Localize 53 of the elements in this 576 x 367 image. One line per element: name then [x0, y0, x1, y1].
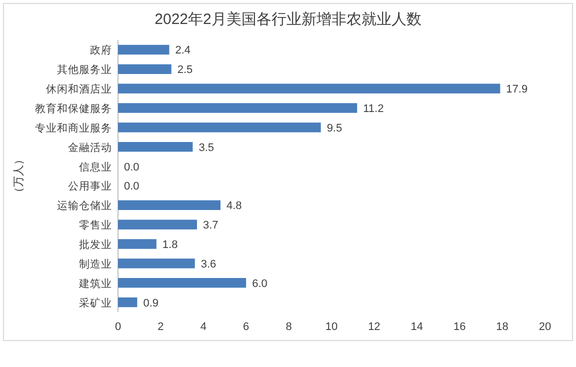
bar	[118, 200, 220, 210]
x-tick-label: 14	[410, 321, 424, 333]
data-label: 0.0	[124, 161, 140, 174]
bar	[118, 103, 358, 113]
bar	[118, 278, 246, 288]
bar	[118, 84, 500, 94]
data-label: 11.2	[363, 103, 384, 115]
x-tick-label: 12	[368, 321, 380, 333]
y-axis-title: （万人）	[13, 154, 25, 198]
bar	[118, 142, 193, 152]
y-tick-label: 金融活动	[68, 142, 112, 154]
chart-title: 2022年2月美国各行业新增非农就业人数	[154, 11, 422, 28]
y-tick-label: 零售业	[79, 218, 112, 232]
x-tick-label: 18	[496, 321, 508, 333]
bar	[118, 220, 197, 230]
data-label: 17.9	[506, 84, 528, 96]
data-label: 3.5	[198, 142, 214, 154]
data-label: 4.8	[226, 200, 242, 212]
x-tick-label: 6	[243, 321, 250, 333]
y-tick-label: 采矿业	[79, 296, 112, 310]
y-tick-label: 政府	[90, 44, 112, 57]
y-tick-label: 专业和商业服务	[35, 121, 112, 134]
data-label: 2.5	[177, 64, 193, 76]
data-label: 1.8	[162, 239, 178, 251]
y-tick-label: 运输仓储业	[57, 199, 112, 212]
data-label: 6.0	[252, 278, 268, 290]
x-tick-label: 8	[286, 321, 292, 333]
y-tick-label: 公用事业	[68, 180, 112, 193]
y-tick-label: 休闲和酒店业	[46, 82, 112, 96]
x-tick-label: 0	[114, 321, 122, 333]
x-tick-label: 2	[158, 321, 164, 333]
y-tick-label: 信息业	[79, 160, 112, 174]
y-tick-label: 其他服务业	[57, 63, 112, 76]
bar	[118, 44, 170, 55]
y-tick-label: 批发业	[79, 238, 112, 251]
x-tick-label: 10	[325, 321, 338, 333]
bar	[118, 258, 195, 268]
bar	[118, 297, 138, 308]
y-tick-label: 制造业	[79, 257, 112, 270]
data-label: 3.6	[200, 258, 216, 270]
data-label: 2.4	[175, 44, 191, 57]
bar	[118, 239, 156, 249]
y-tick-label: 建筑业	[78, 276, 112, 290]
y-tick-label: 教育和保健服务	[35, 102, 112, 115]
x-tick-label: 4	[200, 321, 206, 333]
x-tick-label: 16	[453, 321, 466, 333]
data-label: 3.7	[202, 220, 218, 232]
x-tick-label: 20	[538, 321, 552, 333]
data-label: 0.9	[143, 297, 159, 310]
bar	[118, 122, 321, 132]
bar	[118, 64, 172, 74]
data-label: 0.0	[124, 180, 140, 193]
data-label: 9.5	[326, 122, 342, 134]
